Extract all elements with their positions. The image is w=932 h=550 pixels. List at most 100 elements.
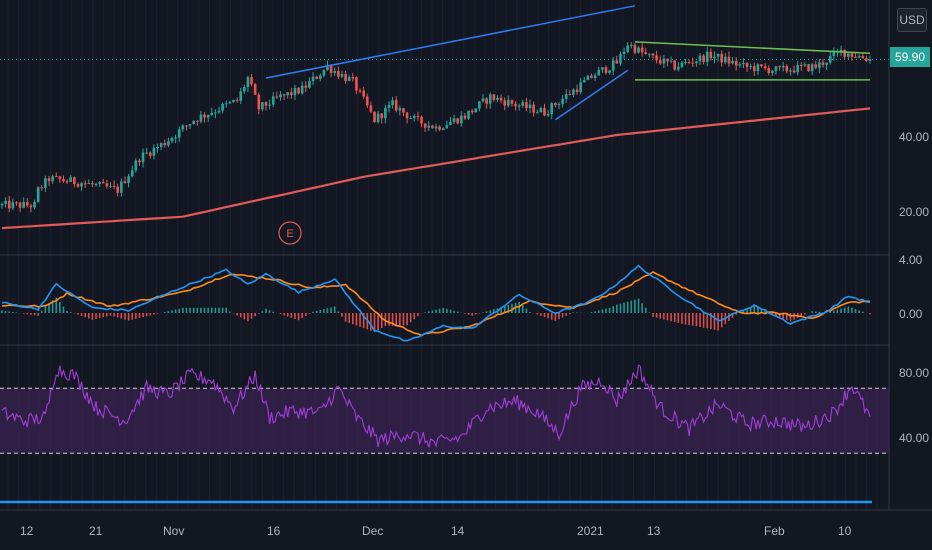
candle [445,125,449,129]
candle [109,185,112,187]
candle [532,104,535,113]
candle [65,181,69,183]
earnings-label: E [286,228,293,240]
candle [177,129,181,138]
rsi-panel[interactable] [0,364,889,504]
candle [828,55,832,63]
moving-average-line [1,107,871,230]
candle [141,152,145,163]
candle [224,103,228,105]
candle [290,92,293,96]
candle [441,128,445,130]
candle [687,62,691,64]
candle [22,201,25,208]
candle [608,70,611,73]
candle [167,141,170,146]
currency-button[interactable]: USD [897,8,927,32]
candle [203,114,206,118]
candle [702,55,705,62]
candle [648,53,651,55]
candle [232,99,235,103]
x-tick-dec: Dec [362,524,383,538]
candle [257,94,261,110]
candle [87,182,91,184]
candle [156,147,159,149]
candle [26,201,29,206]
candle [355,77,358,91]
candle [478,101,481,109]
candle [322,69,326,76]
candle [36,187,40,202]
candle [510,100,514,104]
candle [727,56,731,64]
candle [575,89,579,93]
candle [123,181,127,184]
candle [80,183,83,187]
candle [644,52,648,54]
candle [188,124,192,126]
candle [593,75,597,79]
x-tick-14: 14 [451,524,465,538]
candle [192,120,195,125]
candle [843,49,846,57]
candle [344,74,347,81]
x-tick-2021: 2021 [577,524,604,538]
candle [138,160,141,163]
short-up-trend-line [554,69,629,121]
earnings-marker[interactable]: E [278,221,302,245]
candle [438,126,441,130]
candle [62,179,65,182]
x-tick-21: 21 [89,524,103,538]
candle [763,66,767,69]
candle [669,60,673,62]
candle [666,58,669,62]
x-tick-16: 16 [267,524,281,538]
candle [781,66,785,68]
candle [771,70,774,74]
candle [311,76,315,82]
candle [116,186,120,193]
price-tick-20: 20.00 [899,205,929,219]
candle [695,61,698,64]
candle [253,84,257,95]
candle [677,66,680,70]
candle [680,62,684,67]
candle [601,67,604,70]
candle [373,111,376,122]
candle [611,60,615,71]
candle [539,108,543,113]
candle [94,184,98,186]
candle [431,125,434,129]
macd-panel[interactable] [1,264,871,342]
candle [196,120,199,122]
candle [405,112,409,119]
candle [492,94,496,100]
last-price-tag: 59.90 [890,47,930,67]
macd-tick-4: 4.00 [899,253,923,267]
candle [101,182,105,184]
price-panel[interactable] [0,5,889,230]
candle [535,112,539,114]
candle [347,77,351,81]
candle [709,51,713,59]
candle [810,64,814,72]
macd-signal-line [2,270,871,337]
candle [651,53,655,56]
x-tick-13: 13 [647,524,661,538]
candle [799,64,803,66]
x-tick-12: 12 [20,524,34,538]
candle [98,182,101,185]
axes: 40.00 20.00 4.00 0.00 80.00 40.00 12 21 … [20,130,929,538]
candle [47,178,51,182]
candle [308,81,311,88]
candle [554,103,557,106]
price-tick-40: 40.00 [899,130,929,144]
candle [460,115,463,124]
candle [261,102,264,110]
candle [847,53,850,57]
candle [514,103,517,107]
candle [315,76,318,79]
candle [148,152,152,156]
candle [333,70,337,73]
